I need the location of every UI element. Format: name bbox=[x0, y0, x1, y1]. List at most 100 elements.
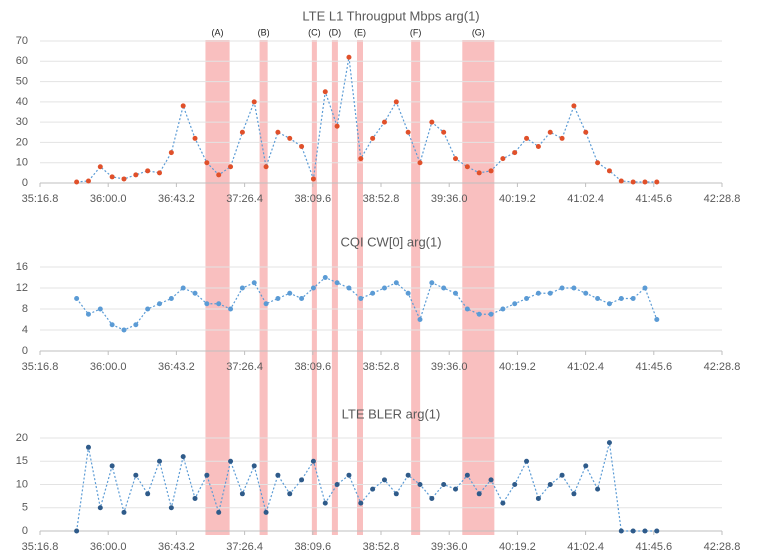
y-tick-label: 50 bbox=[16, 75, 28, 87]
chart-title: LTE L1 Througput Mbps arg(1) bbox=[302, 8, 479, 23]
highlight-label: (D) bbox=[329, 27, 342, 37]
data-point bbox=[464, 306, 470, 312]
data-point bbox=[630, 296, 636, 301]
data-point bbox=[346, 285, 352, 291]
data-point bbox=[535, 495, 541, 501]
x-tick-label: 41:45.6 bbox=[635, 193, 672, 205]
data-point bbox=[393, 280, 399, 286]
data-point bbox=[299, 296, 305, 301]
y-tick-label: 16 bbox=[16, 261, 28, 273]
x-tick-label: 35:16.8 bbox=[22, 193, 59, 205]
data-point bbox=[275, 296, 281, 301]
data-point bbox=[204, 472, 210, 478]
data-point bbox=[74, 179, 80, 185]
data-point bbox=[239, 285, 245, 291]
data-point bbox=[571, 285, 577, 291]
data-point bbox=[595, 296, 601, 301]
data-point bbox=[500, 156, 506, 162]
data-point bbox=[595, 486, 601, 492]
data-point bbox=[228, 458, 234, 464]
data-point bbox=[85, 178, 91, 184]
x-tick-label: 42:28.8 bbox=[704, 541, 741, 553]
data-point bbox=[157, 301, 163, 307]
data-point bbox=[263, 164, 269, 170]
data-point bbox=[583, 129, 589, 135]
data-point bbox=[453, 290, 459, 296]
data-point bbox=[500, 306, 506, 312]
data-point bbox=[606, 440, 612, 446]
data-point bbox=[310, 176, 316, 182]
y-tick-label: 15 bbox=[16, 455, 28, 467]
data-point bbox=[85, 444, 91, 450]
y-tick-label: 0 bbox=[22, 345, 28, 357]
y-tick-label: 5 bbox=[22, 502, 28, 514]
data-point bbox=[204, 301, 210, 307]
x-tick-label: 41:02.4 bbox=[567, 361, 604, 373]
data-point bbox=[654, 528, 660, 534]
data-point bbox=[571, 491, 577, 497]
data-point bbox=[157, 458, 163, 464]
x-tick-label: 39:36.0 bbox=[431, 193, 468, 205]
data-point bbox=[583, 290, 589, 296]
data-point bbox=[109, 174, 115, 180]
data-point bbox=[121, 176, 127, 182]
y-tick-label: 20 bbox=[16, 136, 28, 148]
series-line bbox=[76, 276, 658, 331]
x-tick-label: 38:09.6 bbox=[294, 193, 331, 205]
highlight-label: (C) bbox=[308, 27, 321, 37]
y-tick-label: 40 bbox=[16, 96, 28, 108]
highlight-label: (F) bbox=[410, 27, 422, 37]
data-point bbox=[453, 486, 459, 492]
data-point bbox=[524, 135, 530, 141]
x-tick-label: 40:19.2 bbox=[499, 361, 536, 373]
x-tick-label: 42:28.8 bbox=[704, 361, 741, 373]
data-point bbox=[405, 472, 411, 478]
data-point bbox=[453, 156, 459, 162]
data-point bbox=[204, 160, 210, 166]
data-point bbox=[441, 129, 447, 135]
data-point bbox=[287, 290, 293, 296]
chart-title: LTE BLER arg(1) bbox=[342, 406, 441, 421]
data-point bbox=[275, 472, 281, 478]
data-point bbox=[97, 505, 103, 511]
x-tick-label: 41:02.4 bbox=[567, 541, 604, 553]
data-point bbox=[571, 103, 577, 109]
y-tick-label: 0 bbox=[22, 525, 28, 537]
x-tick-label: 39:36.0 bbox=[431, 361, 468, 373]
data-point bbox=[133, 472, 139, 478]
x-tick-label: 37:26.4 bbox=[226, 541, 263, 553]
data-point bbox=[547, 482, 553, 487]
highlight-label: (A) bbox=[212, 27, 224, 37]
highlight-label: (E) bbox=[354, 27, 366, 37]
data-point bbox=[654, 317, 660, 322]
data-point bbox=[334, 280, 340, 286]
data-point bbox=[346, 54, 352, 60]
x-tick-label: 36:43.2 bbox=[158, 361, 195, 373]
data-point bbox=[168, 296, 174, 301]
data-point bbox=[618, 296, 624, 301]
data-point bbox=[630, 528, 636, 534]
data-point bbox=[512, 482, 518, 487]
x-tick-label: 36:00.0 bbox=[90, 541, 127, 553]
data-point bbox=[405, 290, 411, 296]
data-point bbox=[121, 509, 127, 515]
data-point bbox=[381, 119, 387, 125]
x-tick-label: 35:16.8 bbox=[22, 361, 59, 373]
data-point bbox=[145, 306, 151, 312]
data-point bbox=[488, 311, 494, 317]
data-point bbox=[642, 179, 648, 185]
data-point bbox=[488, 477, 494, 483]
series-line bbox=[76, 442, 657, 532]
data-point bbox=[287, 491, 293, 497]
data-point bbox=[547, 129, 553, 135]
data-point bbox=[322, 89, 328, 95]
data-point bbox=[322, 500, 328, 506]
x-tick-label: 36:43.2 bbox=[158, 193, 195, 205]
data-point bbox=[476, 170, 482, 176]
y-tick-label: 10 bbox=[16, 478, 28, 490]
data-point bbox=[168, 150, 174, 156]
data-point bbox=[512, 150, 518, 156]
data-point bbox=[251, 463, 257, 469]
data-point bbox=[370, 135, 376, 141]
